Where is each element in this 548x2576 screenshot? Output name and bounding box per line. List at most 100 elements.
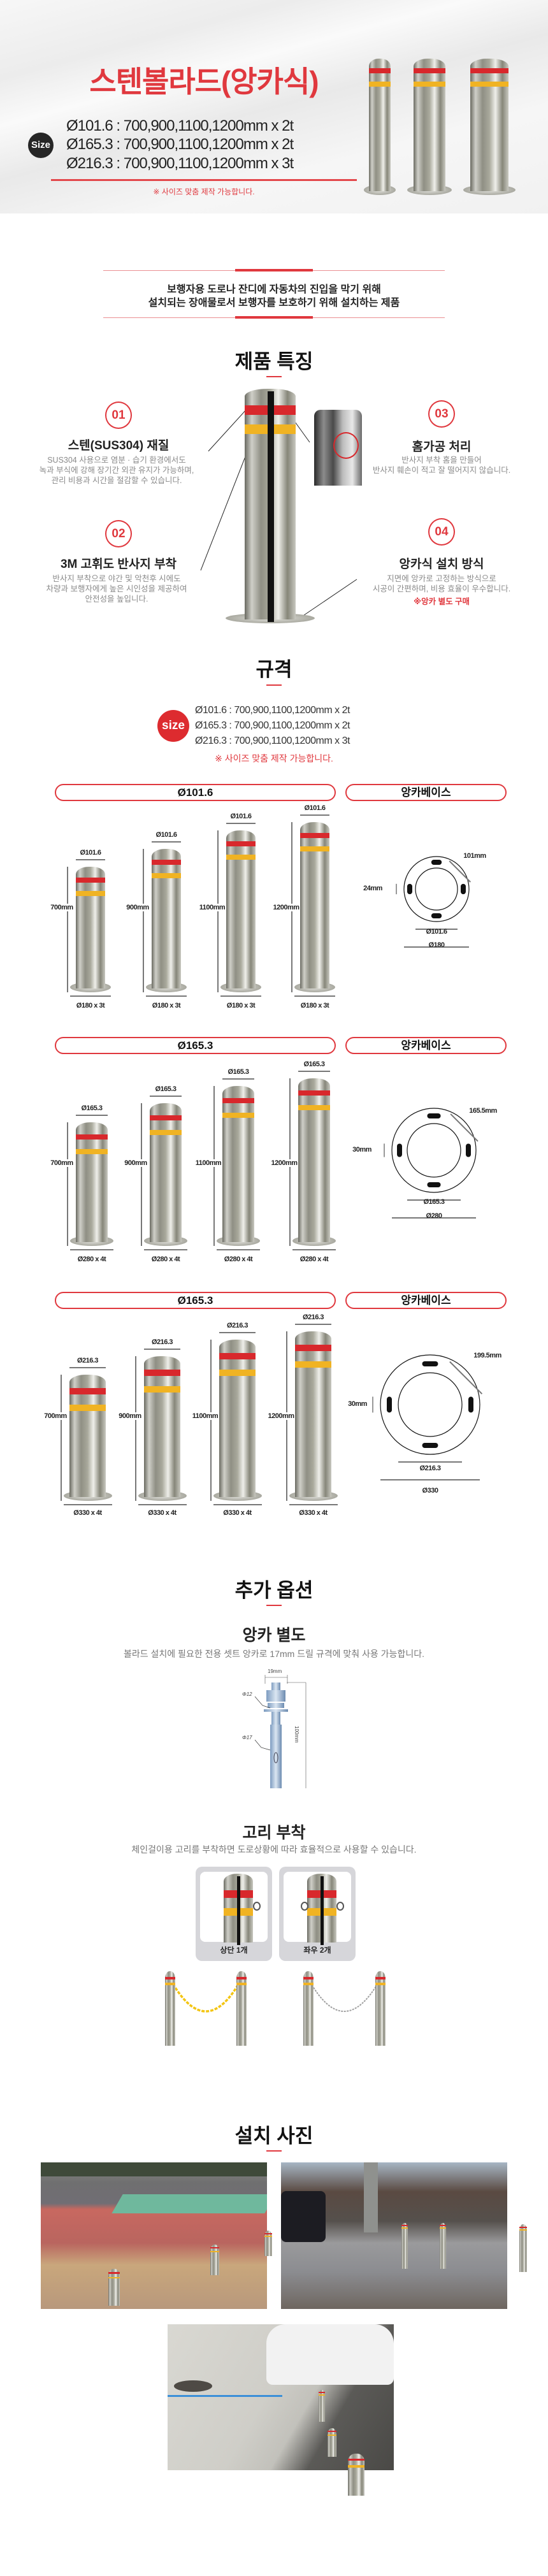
red-reflector-band <box>108 2272 120 2274</box>
install-photo-1 <box>41 2162 267 2309</box>
bollard <box>401 2223 408 2269</box>
red-reflector-band <box>150 1115 182 1120</box>
red-reflector-band <box>295 1345 331 1351</box>
base-arrow <box>294 995 335 997</box>
yellow-reflector-band <box>295 1361 331 1368</box>
red-reflector-band <box>519 2226 527 2228</box>
bollard <box>146 849 187 992</box>
bollard-body <box>108 2269 120 2306</box>
diameter-arrow <box>222 1078 254 1080</box>
yellow-reflector-band <box>401 2227 408 2229</box>
spec-line: Ø165.3 : 700,900,1100,1200mm x 2t <box>195 720 350 731</box>
bollard <box>294 822 335 992</box>
hook-ring-icon <box>336 1902 344 1911</box>
height-label: 900mm <box>124 1159 147 1167</box>
yellow-chain <box>169 1979 242 2013</box>
height-arrow <box>67 867 68 992</box>
diameter-label: Ø216.3 <box>226 1322 249 1329</box>
anchor-length-label: 100mm <box>294 1726 299 1743</box>
anchor-base-diagram <box>384 1108 479 1219</box>
desc-line: SUS304 사용으로 염분 · 습기 환경에서도 <box>47 456 186 465</box>
yellow-reflector-band <box>76 891 105 896</box>
yellow-reflector-band <box>470 82 508 87</box>
base-arrow <box>213 1504 262 1505</box>
yellow-reflector-band <box>264 2236 272 2238</box>
hero-spec-line: Ø101.6 : 700,900,1100,1200mm x 2t <box>66 117 294 134</box>
red-reflector-band <box>226 841 256 846</box>
install-photo-2 <box>281 2162 507 2309</box>
bollard-body <box>401 2223 408 2269</box>
yellow-reflector-band <box>236 1983 247 1985</box>
yellow-reflector-band <box>152 873 181 878</box>
base-size-label: Ø180 x 3t <box>152 1002 181 1009</box>
inner-diameter-label: Ø165.3 <box>423 1198 445 1206</box>
base-size-label: Ø180 x 3t <box>300 1002 329 1009</box>
height-label: 900mm <box>119 1412 141 1420</box>
anchor-base-title-pill: 앙카베이스 <box>345 1037 507 1054</box>
yellow-reflector-band <box>298 1104 330 1110</box>
yellow-reflector-band <box>76 1148 108 1154</box>
desc-line: 녹과 부식에 강해 장기간 외관 유지가 가능하며, <box>39 466 194 475</box>
anchor-base-title-pill: 앙카베이스 <box>345 784 507 801</box>
base-arrow <box>63 1504 112 1505</box>
manhole <box>174 2380 212 2392</box>
reflection-stripe <box>268 391 274 622</box>
product-title: 스텐볼라드(앙카식) <box>89 65 319 98</box>
yellow-reflector-band <box>222 1112 254 1118</box>
options-title: 추가 옵션 <box>234 1579 314 1602</box>
inner-ring <box>415 867 458 911</box>
red-reflector-band <box>303 1977 314 1979</box>
feature-desc: 반사지 부착 홈을 만들어 반사지 훼손이 적고 잘 떨어지지 않습니다. <box>346 455 537 475</box>
pitch-arrow <box>449 1361 483 1394</box>
outer-ring <box>403 856 470 922</box>
pitch-label: 101mm <box>463 852 486 860</box>
diameter-arrow <box>295 1324 331 1325</box>
anchor-slot <box>466 1143 471 1157</box>
feature-number: 03 <box>428 400 455 428</box>
height-label: 1200mm <box>268 1412 294 1420</box>
anchor-slot <box>397 1143 402 1157</box>
red-reflector-band <box>152 860 181 865</box>
desc-line: 반사지 부착으로 야간 및 악천후 시에도 <box>52 574 181 583</box>
pitch-label: 199.5mm <box>473 1352 501 1359</box>
size-badge: Size <box>28 133 54 158</box>
group-title-pill: Ø101.6 <box>55 784 336 801</box>
diameter-label: Ø216.3 <box>151 1338 173 1346</box>
anchor-slot <box>427 1182 441 1187</box>
height-label: 1100mm <box>195 1159 222 1167</box>
diameter-label: Ø101.6 <box>155 831 177 839</box>
red-reflector-band <box>236 1977 247 1979</box>
desc-line: 반사지 훼손이 적고 잘 떨어지지 않습니다. <box>372 466 511 475</box>
bollard <box>407 59 452 195</box>
anchor-base-diagram <box>396 856 471 948</box>
yellow-reflector-band <box>519 2229 527 2231</box>
feature-title: 앙카식 설치 방식 <box>399 558 484 571</box>
bollard <box>292 1078 336 1246</box>
pitch-arrow <box>449 860 471 883</box>
anchor-base-diagram <box>372 1354 483 1480</box>
yellow-reflector-band <box>219 1370 256 1376</box>
base-size-label: Ø280 x 4t <box>151 1255 180 1263</box>
bollard-body <box>76 867 105 988</box>
desc-line: 안전성을 높입니다. <box>85 595 148 604</box>
base-size-label: Ø330 x 4t <box>73 1509 102 1517</box>
bollard-body <box>295 1331 331 1497</box>
red-reflector-band <box>300 833 329 838</box>
outer-diameter-label: Ø280 <box>426 1212 442 1220</box>
slot-width-label: 30mm <box>348 1400 367 1408</box>
title-underline <box>266 376 282 377</box>
pitch-arrow <box>450 1113 479 1142</box>
anchor-slot <box>468 1396 473 1413</box>
anchor-bolt-drawing <box>254 1675 306 1788</box>
bollard-body <box>219 1340 256 1497</box>
yellow-reflector-band <box>414 82 445 87</box>
red-reflector-band <box>165 1977 175 1979</box>
red-reflector-band <box>298 1090 330 1096</box>
yellow-reflector-band <box>300 846 329 851</box>
bollard-body <box>150 1103 182 1242</box>
hook-ring-icon <box>253 1902 261 1911</box>
title-underline <box>266 1605 282 1606</box>
diameter-arrow <box>76 1115 108 1116</box>
base-arrow <box>292 1249 336 1250</box>
yellow-reflector-band <box>210 2250 219 2252</box>
